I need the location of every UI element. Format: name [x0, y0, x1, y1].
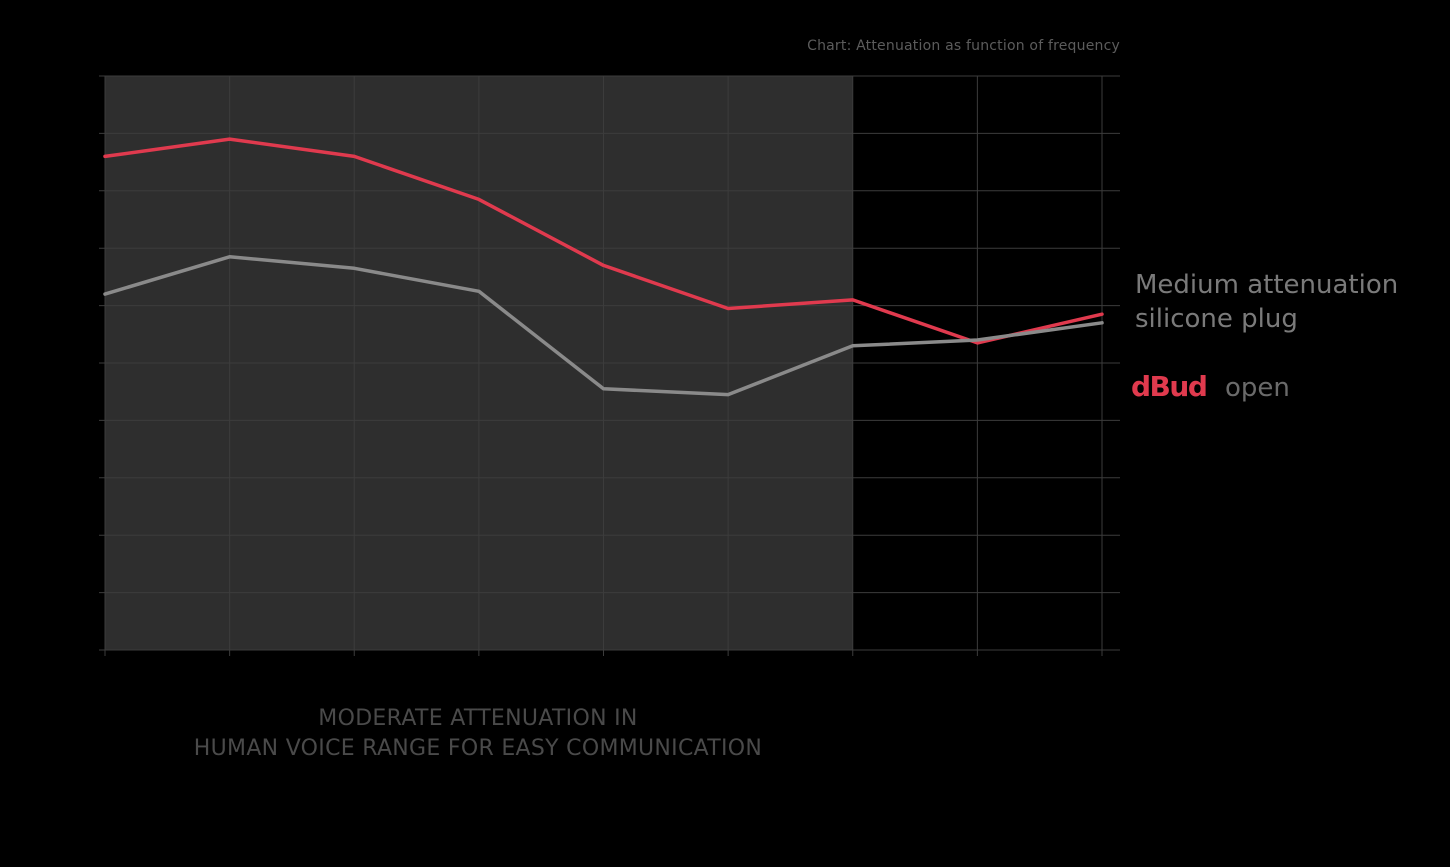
legend-silicone-line1: Medium attenuation [1135, 270, 1399, 300]
legend-silicone-line2: silicone plug [1135, 304, 1298, 334]
dbud-logo: dBud [1131, 370, 1208, 403]
legend-silicone-plug: Medium attenuation silicone plug [1135, 268, 1398, 336]
series-line-dbud-open [103, 137, 1104, 345]
series-line-silicone-plug [103, 255, 1104, 397]
annotation-line1: MODERATE ATTENUATION IN [318, 706, 638, 731]
legend-dbud-open: open [1225, 373, 1290, 403]
annotation-line2: HUMAN VOICE RANGE FOR EASY COMMUNICATION [193, 736, 763, 761]
voice-range-annotation: MODERATE ATTENUATION IN HUMAN VOICE RANG… [105, 704, 851, 764]
chart-title: Chart: Attenuation as function of freque… [807, 38, 1120, 54]
